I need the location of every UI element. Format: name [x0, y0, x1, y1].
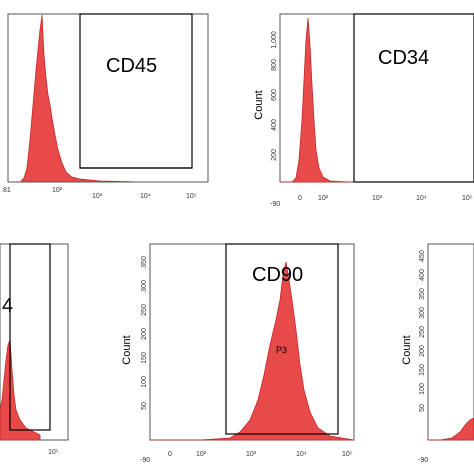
panel-cd34-xtick: -90 — [270, 201, 280, 208]
panel-left-bottom-histogram — [0, 339, 41, 441]
panel-cd34-ytick: 200 — [271, 149, 278, 161]
panel-cd34-ytick: 800 — [271, 59, 278, 71]
panel-right-bottom-frame — [427, 243, 474, 441]
panel-cd45-xtick: 10⁵ — [186, 193, 197, 200]
panel-cd34-ytick: 1,000 — [271, 31, 278, 49]
panel-left-bottom: 4 10⁵ — [0, 243, 69, 456]
panel-cd90-xtick: 0 — [168, 451, 172, 458]
panel-cd34-xtick: 10² — [318, 195, 329, 202]
panel-cd34-title: CD34 — [378, 47, 429, 69]
panel-cd90-title: CD90 — [252, 264, 303, 286]
panel-right-bottom-ytick: 100 — [419, 383, 426, 395]
panel-cd34-ytick: 600 — [271, 89, 278, 101]
panel-cd34-xtick: 0 — [298, 195, 302, 202]
panel-cd45-xtick: 10² — [52, 187, 63, 194]
panel-right-bottom-ytick: 200 — [419, 345, 426, 357]
panel-left-bottom-xtick: 10⁵ — [48, 449, 59, 456]
panel-right-bottom-ytick: 300 — [419, 307, 426, 319]
panel-right-bottom-ytick: 250 — [419, 326, 426, 338]
panel-cd90-gate — [225, 243, 339, 435]
panel-cd45-gate — [79, 13, 193, 169]
panel-right-bottom-ytick: 400 — [419, 269, 426, 281]
panel-cd90: CD90 P3 350 300 250 200 150 100 50 Count… — [121, 243, 355, 464]
panel-cd90-xtick: 10³ — [246, 451, 257, 458]
panel-cd34-ylabel: Count — [253, 90, 265, 119]
panel-cd45-xtick: 10³ — [92, 193, 103, 200]
panel-cd90-ytick: 50 — [141, 402, 148, 410]
panel-cd90-gate-label: P3 — [276, 345, 287, 355]
panel-cd45: CD45 81 10² 10³ 10⁴ 10⁵ — [3, 13, 209, 200]
panel-cd90-ytick: 150 — [141, 352, 148, 364]
panel-right-bottom-ytick: 350 — [419, 288, 426, 300]
panel-cd90-xtick: 10⁴ — [296, 451, 307, 458]
panel-cd90-ytick: 300 — [141, 280, 148, 292]
panel-right-bottom: 450 400 350 300 250 200 150 100 50 Count… — [401, 243, 474, 464]
panel-cd90-ylabel: Count — [121, 335, 133, 364]
panel-cd90-xtick: 10⁵ — [342, 451, 353, 458]
panel-cd34-ytick: 400 — [271, 119, 278, 131]
panel-right-bottom-ytick: 50 — [419, 404, 426, 412]
panel-left-bottom-gate — [9, 243, 51, 431]
panel-cd34-gate — [353, 13, 474, 183]
panel-cd90-ytick: 350 — [141, 256, 148, 268]
panel-cd34-xtick: 10⁵ — [462, 195, 473, 202]
panel-cd45-histogram — [8, 14, 141, 183]
panel-cd45-xtick: 81 — [3, 187, 11, 194]
panel-left-bottom-title: 4 — [2, 295, 13, 317]
panel-cd90-histogram — [150, 261, 355, 441]
panel-cd90-xtick: -90 — [140, 457, 150, 464]
panel-cd34: CD34 1,000 800 600 400 200 Count -90 0 1… — [253, 13, 474, 208]
panel-right-bottom-ylabel: Count — [401, 335, 413, 364]
panel-right-bottom-histogram — [428, 417, 474, 441]
panel-cd45-title: CD45 — [106, 55, 157, 77]
panel-right-bottom-ytick: 150 — [419, 364, 426, 376]
panel-cd90-ytick: 250 — [141, 304, 148, 316]
panel-cd34-xtick: 10³ — [372, 195, 383, 202]
panel-cd45-xtick: 10⁴ — [140, 193, 151, 200]
panel-cd90-ytick: 100 — [141, 376, 148, 388]
panel-right-bottom-xtick: -90 — [418, 457, 428, 464]
panel-cd90-xtick: 10² — [196, 451, 207, 458]
panel-right-bottom-ytick: 450 — [419, 250, 426, 262]
panel-cd34-histogram — [280, 17, 351, 183]
panel-cd34-xtick: 10⁴ — [416, 195, 427, 202]
panel-cd90-ytick: 200 — [141, 328, 148, 340]
